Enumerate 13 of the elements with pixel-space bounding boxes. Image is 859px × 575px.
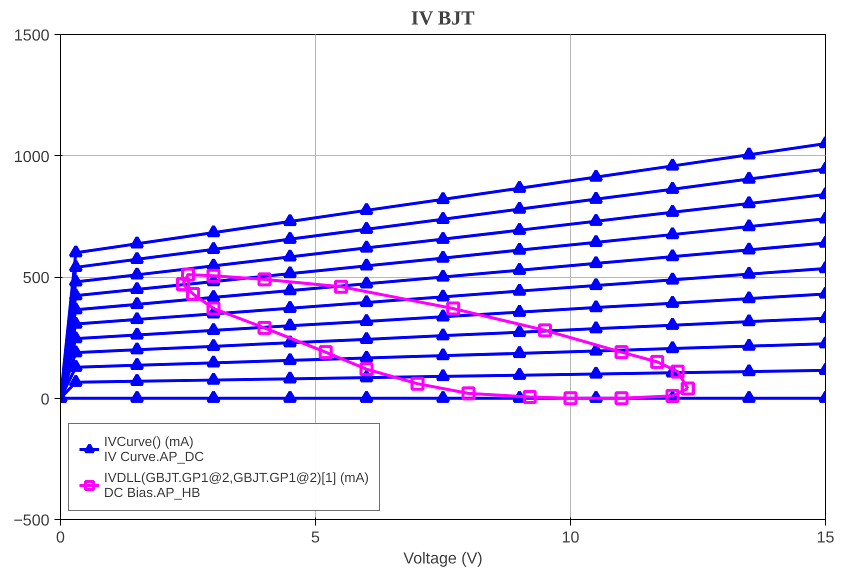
y-tick-label: 1000 — [14, 148, 50, 166]
x-tick-label: 0 — [56, 530, 66, 546]
legend-label: IVCurve() (mA) IV Curve.AP_DC — [104, 434, 204, 464]
chart-title: IV BJT — [411, 8, 476, 30]
x-tick-label: 15 — [816, 530, 834, 546]
x-tick-label: 5 — [311, 530, 320, 546]
legend-label: IVDLL(GBJT.GP1@2,GBJT.GP1@2)[1] (mA) DC Bias.AP_HB — [104, 470, 369, 500]
x-tick-label: 10 — [562, 530, 580, 546]
x-axis-title: Voltage (V) — [403, 550, 483, 568]
y-tick-label: 1500 — [14, 28, 50, 44]
y-tick-label: 0 — [40, 391, 50, 408]
y-tick-label: −500 — [13, 512, 50, 530]
y-tick-label: 500 — [22, 270, 50, 287]
